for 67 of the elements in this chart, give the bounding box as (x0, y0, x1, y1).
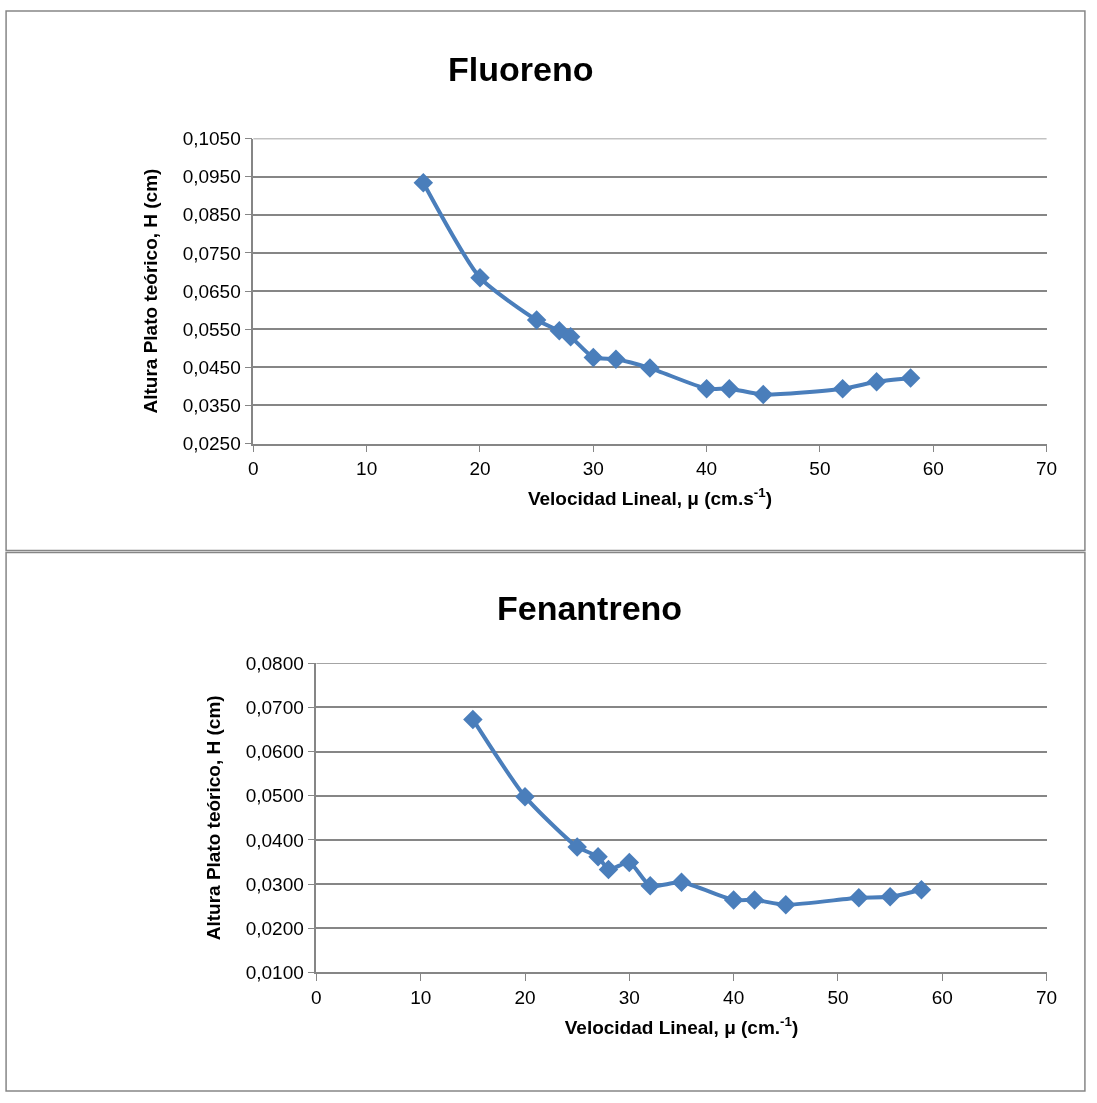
x-axis-title: Velocidad Lineal, μ (cm.s$^{-1}$) (527, 485, 773, 510)
x-tick-label: 60 (931, 986, 953, 1008)
point (470, 267, 490, 288)
x-tick-label: 50 (827, 986, 849, 1008)
point (723, 890, 744, 910)
y-tick-label: 0,0700 (245, 697, 304, 719)
point (696, 378, 717, 399)
point (560, 327, 581, 347)
x-tick-label: 70 (1036, 986, 1058, 1008)
point (640, 358, 660, 378)
y-tick-label: 0,0450 (182, 356, 241, 378)
y-tick-label: 0,0550 (182, 318, 241, 340)
y-tick-label: 0,0850 (182, 204, 241, 226)
chart-title: Fenantreno (497, 589, 683, 627)
y-tick-label: 0,0950 (182, 166, 241, 188)
y-tick-label: 0,0300 (245, 873, 304, 895)
y-tick-label: 0,0250 (182, 433, 241, 455)
x-tick-label: 10 (356, 458, 378, 480)
point (567, 837, 587, 857)
x-tick-label: 40 (723, 986, 745, 1008)
x-tick-label: 30 (618, 986, 640, 1008)
y-tick-label: 0,0750 (182, 242, 241, 264)
y-tick-label: 0,0100 (245, 961, 304, 983)
point (832, 378, 853, 399)
x-axis-title: Velocidad Lineal, μ (cm.$^{-1}$) (564, 1014, 799, 1039)
y-tick-label: 0,0600 (245, 741, 304, 763)
point (719, 378, 740, 399)
x-tick-label: 20 (514, 986, 536, 1008)
x-tick-label: 30 (582, 458, 604, 480)
y-tick-label: 0,0200 (245, 917, 304, 939)
x-tick-label: 60 (922, 458, 944, 480)
y-tick-label: 0,1050 (182, 128, 241, 150)
y-tick-label: 0,0350 (182, 395, 241, 417)
point (549, 320, 570, 341)
y-tick-label: 0,0500 (245, 785, 304, 807)
point (776, 895, 796, 915)
point (606, 349, 626, 370)
point (640, 876, 660, 896)
point (744, 890, 765, 910)
point (619, 852, 640, 873)
y-tick-label: 0,0400 (245, 829, 304, 851)
x-tick-label: 20 (469, 458, 491, 480)
x-tick-label: 0 (248, 458, 259, 480)
x-tick-label: 10 (410, 986, 432, 1008)
y-tick-label: 0,0800 (245, 652, 304, 674)
point (849, 887, 869, 908)
y-axis-title: Altura Plato teórico, H (cm) (203, 695, 225, 941)
point (598, 859, 619, 880)
y-axis-title: Altura Plato teórico, H (cm) (140, 168, 161, 414)
point (671, 872, 692, 893)
x-tick-label: 70 (1036, 458, 1058, 480)
x-tick-label: 50 (809, 458, 831, 480)
point (753, 384, 774, 405)
point (515, 786, 535, 807)
x-tick-label: 0 (311, 986, 322, 1008)
point (900, 368, 921, 388)
point (463, 709, 483, 730)
point (588, 846, 608, 867)
point (583, 347, 604, 368)
y-tick-label: 0,0650 (182, 280, 241, 302)
point (526, 310, 547, 330)
point (880, 887, 900, 907)
point (866, 372, 887, 392)
chart-title: Fluoreno (448, 50, 594, 88)
point (911, 880, 932, 900)
point (413, 173, 434, 193)
x-tick-label: 40 (696, 458, 718, 480)
